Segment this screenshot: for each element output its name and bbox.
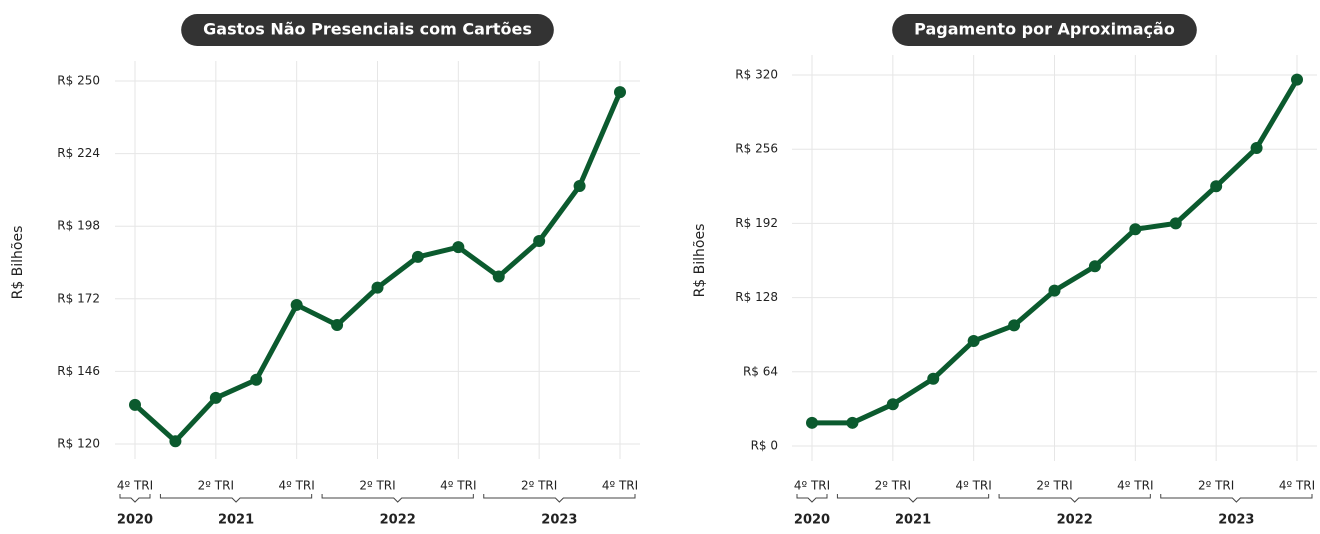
title-pill xyxy=(892,14,1197,46)
chart: Pagamento por Aproximação R$ Bilhões R$ 0 R… xyxy=(692,14,1317,528)
chart-title: Gastos Não Presenciais com Cartões xyxy=(203,20,532,39)
year-brace xyxy=(321,494,474,503)
year-brace xyxy=(159,494,313,503)
year-brace xyxy=(836,494,990,503)
y-tick-label: R$ 256 xyxy=(735,142,778,156)
y-tick-label: R$ 250 xyxy=(57,74,100,88)
x-tick-label: 4º TRI xyxy=(1279,479,1315,493)
y-tick-label: R$ 224 xyxy=(57,146,100,160)
y-tick-label: R$ 146 xyxy=(57,364,100,378)
data-point xyxy=(169,435,182,448)
data-point xyxy=(614,86,626,99)
x-tick-label: 2º TRI xyxy=(1198,479,1234,493)
data-point xyxy=(573,179,586,192)
x-tick-label: 4º TRI xyxy=(440,479,476,493)
title-pill xyxy=(181,14,554,46)
year-label: 2023 xyxy=(541,513,577,528)
year-brace xyxy=(119,494,151,503)
x-tick-label: 4º TRI xyxy=(117,479,153,493)
chart-title: Pagamento por Aproximação xyxy=(914,20,1175,39)
x-tick-label: 2º TRI xyxy=(359,479,395,493)
y-tick-label: R$ 128 xyxy=(735,290,778,304)
year-label: 2022 xyxy=(1057,513,1093,528)
y-tick-label: R$ 198 xyxy=(57,219,100,233)
y-axis-label: R$ Bilhões xyxy=(692,224,708,298)
x-tick-label: 4º TRI xyxy=(956,479,992,493)
data-point xyxy=(209,391,222,404)
data-point xyxy=(371,281,384,294)
y-tick-label: R$ 172 xyxy=(57,291,100,305)
data-point xyxy=(1088,260,1101,273)
data-point xyxy=(492,270,505,283)
year-label: 2022 xyxy=(380,513,416,528)
x-tick-label: 2º TRI xyxy=(875,479,911,493)
x-tick-label: 4º TRI xyxy=(279,479,315,493)
data-point xyxy=(1250,142,1263,155)
year-label: 2020 xyxy=(117,513,153,528)
year-brace xyxy=(998,494,1151,503)
x-tick-label: 2º TRI xyxy=(198,479,234,493)
y-tick-label: R$ 0 xyxy=(751,439,778,453)
data-point xyxy=(1048,284,1061,297)
y-tick-label: R$ 320 xyxy=(735,68,778,82)
x-tick-label: 2º TRI xyxy=(1036,479,1072,493)
data-point xyxy=(1129,223,1142,236)
year-brace xyxy=(796,494,828,503)
data-point xyxy=(250,373,263,386)
data-point xyxy=(129,398,141,411)
y-tick-label: R$ 120 xyxy=(57,437,100,451)
year-brace xyxy=(1160,494,1313,503)
year-label: 2021 xyxy=(218,513,254,528)
year-label: 2021 xyxy=(895,513,931,528)
year-label: 2020 xyxy=(794,513,830,528)
data-point xyxy=(1008,319,1021,332)
x-tick-label: 4º TRI xyxy=(794,479,830,493)
data-point xyxy=(967,334,980,347)
data-point xyxy=(1291,73,1303,86)
year-label: 2023 xyxy=(1218,513,1254,528)
y-tick-label: R$ 192 xyxy=(735,216,778,230)
data-point xyxy=(927,372,940,385)
x-tick-label: 4º TRI xyxy=(1117,479,1153,493)
data-point xyxy=(846,416,859,429)
data-point xyxy=(411,250,424,263)
y-axis-label: R$ Bilhões xyxy=(10,226,26,300)
data-point xyxy=(1210,180,1223,193)
data-point xyxy=(1169,217,1182,230)
data-point xyxy=(806,416,818,429)
data-point xyxy=(886,398,899,411)
year-brace xyxy=(483,494,636,503)
data-point xyxy=(452,241,465,254)
x-tick-label: 4º TRI xyxy=(602,479,638,493)
chart: Gastos Não Presenciais com Cartões R$ Bil… xyxy=(10,14,640,528)
data-point xyxy=(533,234,546,247)
data-point xyxy=(290,298,303,311)
y-tick-label: R$ 64 xyxy=(743,364,778,378)
data-point xyxy=(331,319,344,332)
x-tick-label: 2º TRI xyxy=(521,479,557,493)
